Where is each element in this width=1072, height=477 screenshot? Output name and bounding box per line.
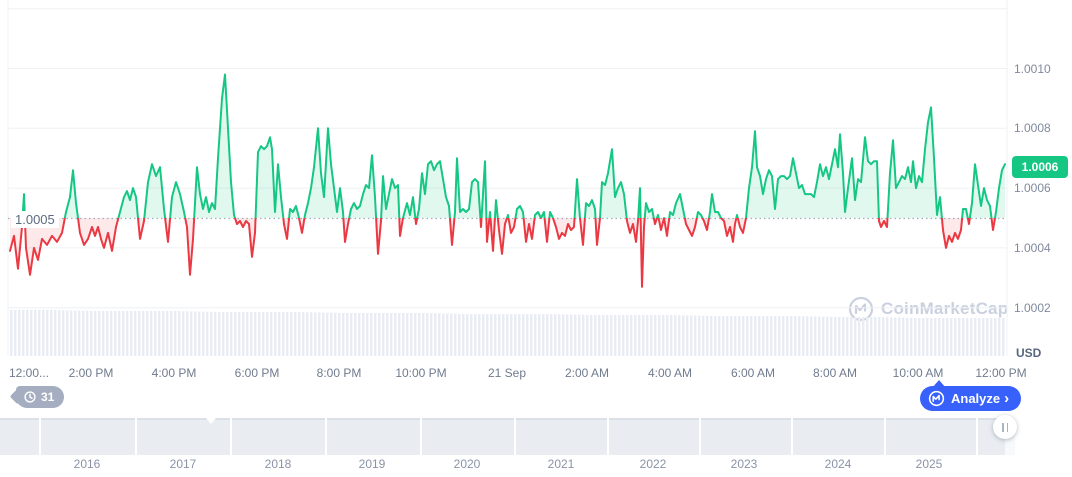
navigator-year-label: 2021	[547, 457, 575, 471]
x-axis-tick-label: 6:00 AM	[730, 366, 776, 380]
handle-grip-bar	[1002, 422, 1004, 432]
x-axis-tick-label: 8:00 AM	[812, 366, 858, 380]
navigator-gridline	[976, 418, 978, 455]
y-axis-tick-label: 1.0008	[1014, 121, 1051, 136]
navigator-year-label: 2024	[824, 457, 852, 471]
y-axis-tick-label: 1.0010	[1014, 61, 1051, 76]
navigator-selected-range[interactable]	[0, 418, 1005, 455]
history-clock-icon	[24, 391, 36, 403]
navigator-year-label: 2017	[169, 457, 197, 471]
baseline-price-label: 1.0005	[11, 211, 59, 228]
x-axis-tick-label: 10:00 PM	[395, 366, 447, 380]
navigator-gridline	[699, 418, 701, 455]
x-axis-tick-label: 8:00 PM	[316, 366, 362, 380]
navigator-gridline	[607, 418, 609, 455]
coinmarketcap-logo-icon	[848, 296, 874, 322]
navigator-gridline	[325, 418, 327, 455]
navigator-gridline	[791, 418, 793, 455]
analyze-button[interactable]: Analyze ›	[920, 380, 1022, 411]
x-axis-tick-label: 4:00 PM	[151, 366, 197, 380]
navigator-right-handle[interactable]	[993, 415, 1017, 439]
x-axis-tick-label: 2:00 AM	[564, 366, 610, 380]
area-above-baseline	[10, 74, 1005, 218]
x-axis-tick-label: 10:00 AM	[892, 366, 944, 380]
x-axis-tick-label: 2:00 PM	[68, 366, 114, 380]
y-axis-tick-label: 1.0004	[1014, 240, 1051, 255]
x-axis-tick-label: 6:00 PM	[234, 366, 280, 380]
x-axis-tick-label: 4:00 AM	[647, 366, 693, 380]
watermark: CoinMarketCap	[848, 296, 1008, 322]
history-count: 31	[41, 390, 55, 404]
x-axis-tick-label: 12:00 PM	[975, 366, 1027, 380]
y-axis-tick-label: 1.0002	[1014, 300, 1051, 315]
price-line-green	[21, 73, 1006, 218]
history-badge[interactable]: 31	[16, 386, 65, 408]
navigator-gridline	[420, 418, 422, 455]
range-navigator[interactable]	[0, 415, 1017, 455]
analyze-label: Analyze	[951, 391, 1001, 406]
x-axis-tick-label: 12:00...	[8, 366, 50, 380]
price-chart-svg[interactable]	[0, 0, 1072, 362]
navigator-year-label: 2020	[453, 457, 481, 471]
price-line-red	[9, 218, 997, 288]
y-axis-tick-label: 1.0006	[1014, 181, 1051, 196]
currency-unit-label: USD	[1016, 346, 1042, 360]
navigator-gridline	[514, 418, 516, 455]
volume-bars	[10, 310, 1005, 356]
navigator-gridline	[884, 418, 886, 455]
navigator-gridline	[39, 418, 41, 455]
navigator-gridline	[135, 418, 137, 455]
handle-grip-bar	[1006, 422, 1008, 432]
chevron-right-icon: ›	[1004, 390, 1010, 407]
analyze-cmc-icon	[928, 390, 945, 407]
x-axis-tick-label: 21 Sep	[487, 366, 527, 380]
navigator-year-label: 2016	[73, 457, 101, 471]
navigator-year-label: 2023	[730, 457, 758, 471]
navigator-notch	[206, 418, 216, 424]
navigator-gridline	[230, 418, 232, 455]
last-price-badge: 1.0006	[1012, 156, 1068, 178]
watermark-text: CoinMarketCap	[881, 299, 1009, 318]
navigator-year-label: 2025	[915, 457, 943, 471]
area-below-baseline	[10, 218, 1005, 287]
navigator-year-label: 2022	[639, 457, 667, 471]
navigator-year-label: 2018	[264, 457, 292, 471]
navigator-year-label: 2019	[358, 457, 386, 471]
